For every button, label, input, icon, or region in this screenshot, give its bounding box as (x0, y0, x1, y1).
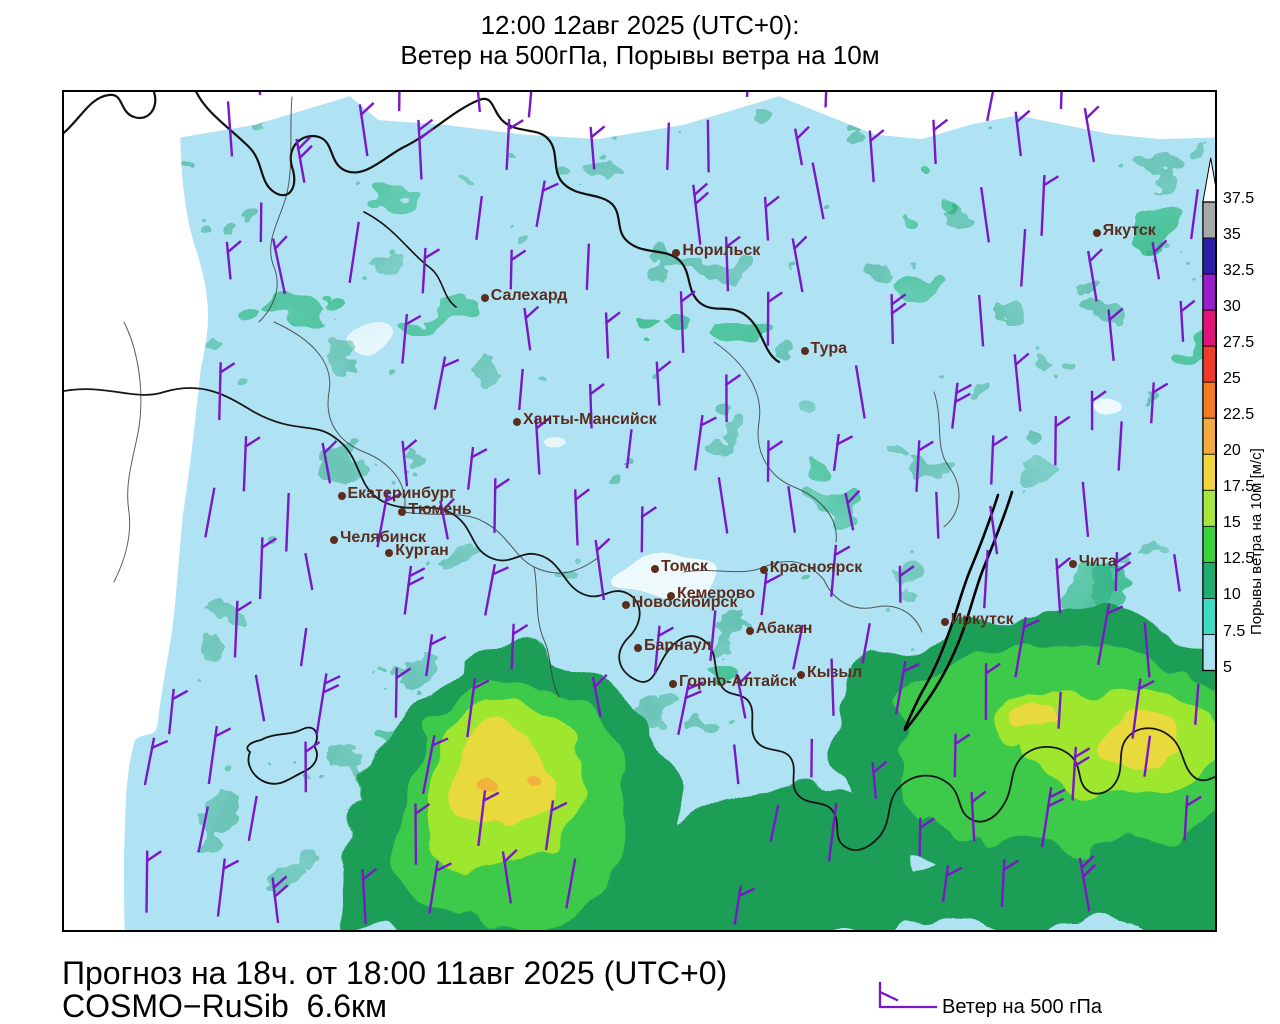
svg-text:Ветер на 500 гПа: Ветер на 500 гПа (942, 996, 1103, 1018)
